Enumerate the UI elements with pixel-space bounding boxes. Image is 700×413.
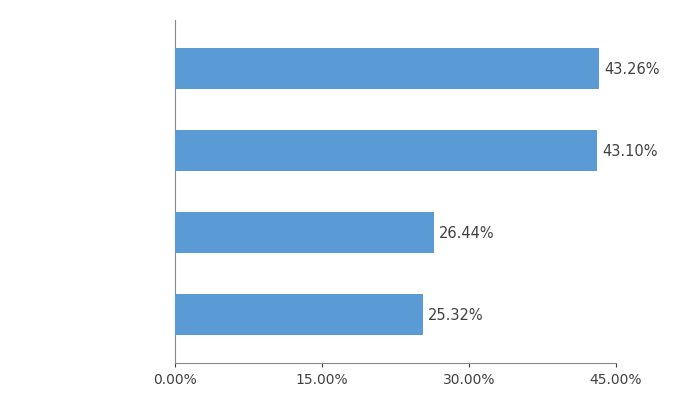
Text: 43.26%: 43.26% bbox=[604, 62, 659, 77]
Bar bbox=[175, 49, 599, 90]
Text: 26.44%: 26.44% bbox=[439, 225, 495, 240]
Bar bbox=[175, 131, 597, 172]
Text: 25.32%: 25.32% bbox=[428, 307, 484, 322]
Bar bbox=[175, 212, 434, 253]
Bar bbox=[175, 294, 423, 335]
Text: 43.10%: 43.10% bbox=[602, 144, 658, 159]
